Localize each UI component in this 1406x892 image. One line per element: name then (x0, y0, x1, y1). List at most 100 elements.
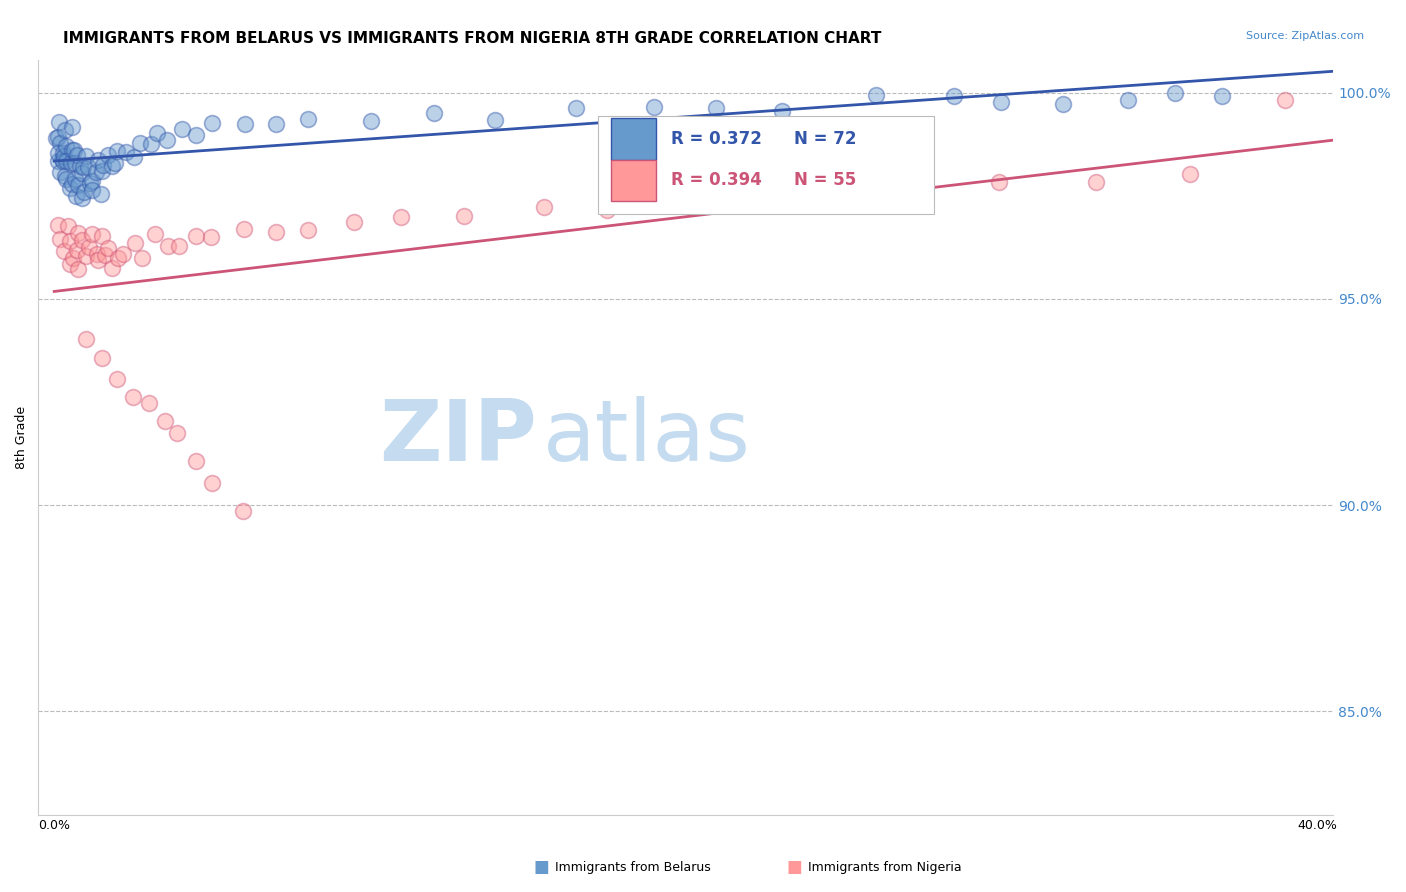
Text: ■: ■ (786, 858, 803, 876)
Point (166, 425, 188, 440)
Point (146, 127, 169, 141)
Point (1116, 94, 1139, 108)
Point (90, 351, 112, 365)
Point (49, 136, 72, 151)
Point (201, 475, 224, 490)
Point (865, 87, 887, 102)
Point (60, 178, 83, 192)
Point (169, 239, 191, 253)
Point (93, 247, 115, 261)
Point (46, 146, 69, 161)
Point (49, 232, 72, 246)
Point (200, 230, 222, 244)
Point (52, 149, 75, 163)
Point (172, 121, 194, 136)
Point (97, 241, 120, 255)
Point (80, 183, 103, 197)
Point (63, 156, 86, 170)
Point (87, 252, 110, 267)
Point (72, 166, 94, 180)
Point (63, 143, 86, 157)
Point (46, 154, 69, 169)
Point (100, 159, 122, 173)
Point (66, 148, 89, 162)
Text: atlas: atlas (543, 395, 751, 479)
Point (704, 101, 727, 115)
Point (53, 122, 76, 136)
Point (1274, 93, 1296, 107)
Point (1164, 86, 1187, 100)
Point (86, 247, 108, 261)
Point (48, 115, 70, 129)
Point (755, 194, 778, 208)
Point (232, 504, 254, 518)
Point (533, 200, 555, 214)
Point (59, 156, 82, 170)
Point (138, 395, 160, 409)
Point (80, 174, 103, 188)
Point (91, 158, 114, 172)
Point (46, 130, 69, 145)
Point (1178, 167, 1201, 181)
Point (184, 128, 207, 142)
Point (59, 234, 82, 248)
Text: IMMIGRANTS FROM BELARUS VS IMMIGRANTS FROM NIGERIA 8TH GRADE CORRELATION CHART: IMMIGRANTS FROM BELARUS VS IMMIGRANTS FR… (63, 31, 882, 46)
Point (1211, 88, 1233, 103)
Point (103, 156, 125, 170)
Bar (598, 116, 934, 214)
Point (832, 183, 855, 197)
Point (297, 223, 319, 237)
Point (153, 414, 176, 428)
Point (264, 226, 287, 240)
Text: Immigrants from Belarus: Immigrants from Belarus (555, 861, 711, 873)
Point (72, 160, 94, 174)
Point (73, 185, 96, 199)
Point (232, 221, 254, 235)
Point (62, 252, 84, 266)
Point (79, 240, 101, 254)
Point (124, 235, 146, 250)
Point (484, 112, 506, 127)
Point (107, 251, 129, 265)
Text: N = 72: N = 72 (794, 130, 856, 148)
Point (676, 189, 699, 203)
Point (184, 454, 207, 468)
Point (770, 103, 793, 118)
Point (1052, 96, 1074, 111)
Text: ZIP: ZIP (380, 395, 537, 479)
Bar (610, 160, 655, 202)
Point (63, 171, 86, 186)
Point (131, 252, 153, 266)
Point (70, 191, 93, 205)
Point (90, 164, 112, 178)
Text: N = 55: N = 55 (794, 171, 856, 189)
Point (122, 150, 145, 164)
Point (67, 178, 90, 192)
Text: R = 0.372: R = 0.372 (672, 130, 762, 148)
Point (51, 152, 73, 166)
Point (143, 227, 166, 241)
Text: ■: ■ (533, 858, 550, 876)
Point (70, 233, 93, 247)
Point (105, 145, 128, 159)
Point (156, 133, 179, 147)
Point (53, 244, 76, 259)
Text: Source: ZipAtlas.com: Source: ZipAtlas.com (1246, 31, 1364, 41)
Point (55, 138, 77, 153)
Point (52, 154, 75, 169)
Point (75, 249, 97, 263)
Point (60, 143, 83, 157)
Point (297, 112, 319, 127)
Point (66, 226, 89, 240)
Point (49, 165, 72, 179)
Point (596, 202, 619, 217)
Point (264, 117, 287, 131)
Point (75, 149, 97, 163)
Point (77, 160, 100, 174)
Point (111, 246, 134, 260)
Point (55, 154, 77, 169)
Point (186, 228, 208, 243)
Point (96, 148, 118, 162)
Point (90, 187, 112, 202)
Point (129, 136, 152, 150)
